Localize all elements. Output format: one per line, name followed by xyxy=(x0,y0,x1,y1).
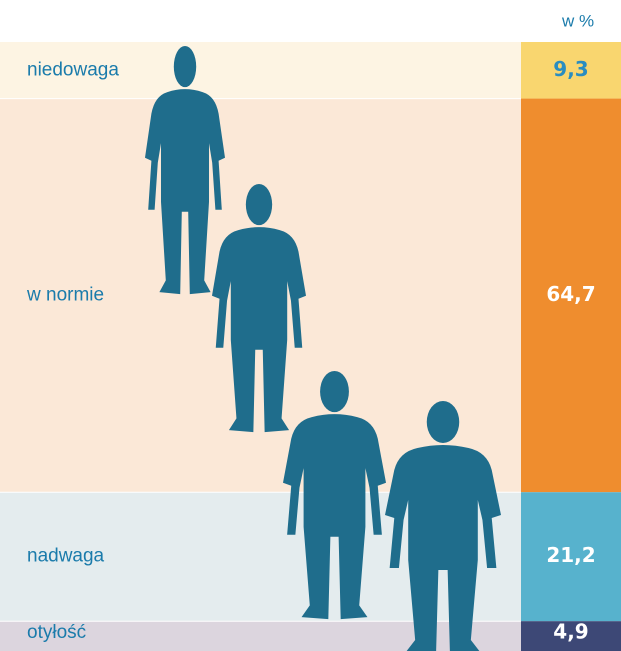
value-label: 21,2 xyxy=(546,543,595,567)
value-label: 64,7 xyxy=(546,282,595,306)
value-label: 9,3 xyxy=(553,57,588,81)
category-label: nadwaga xyxy=(27,546,105,567)
category-label: w normie xyxy=(26,284,104,305)
value-label: 4,9 xyxy=(553,620,588,644)
chart: w % niedowaga 9,3 w normie 64,7 nadwaga 21,2 o… xyxy=(0,0,621,651)
category-label: otyłość xyxy=(27,622,86,643)
category-label: niedowaga xyxy=(27,59,119,80)
unit-label: w % xyxy=(561,11,594,30)
